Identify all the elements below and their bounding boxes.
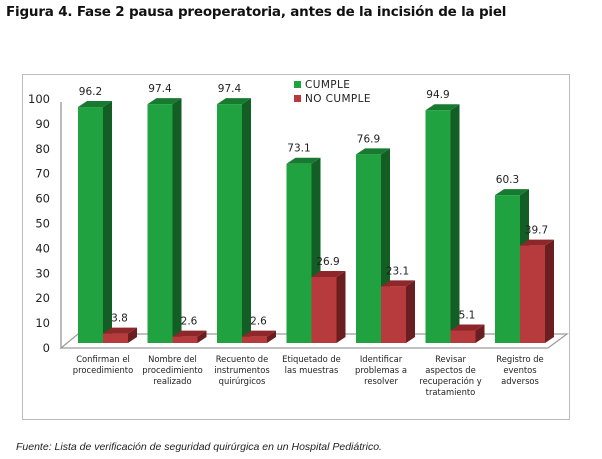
- bar-top: [147, 98, 182, 105]
- legend-label: CUMPLE: [305, 79, 350, 91]
- bar-front: [147, 104, 173, 343]
- data-label: 2.6: [250, 316, 267, 328]
- bar-side: [197, 330, 207, 343]
- bar-no-cumple: [450, 324, 485, 343]
- bar-top: [103, 327, 137, 334]
- bars-layer: [78, 98, 554, 343]
- x-tick-label: Identificar problemas a resolver: [355, 354, 407, 386]
- x-tick-label: Nombre del procedimiento realizado: [142, 354, 202, 386]
- data-label: 26.9: [316, 256, 339, 268]
- y-tick-label: 20: [35, 291, 50, 305]
- bar-top: [495, 189, 529, 196]
- data-label: 76.9: [357, 133, 380, 145]
- y-tick-label: 60: [35, 192, 50, 206]
- bar-side: [242, 98, 251, 343]
- bar-no-cumple: [172, 330, 207, 343]
- data-label: 94.9: [426, 89, 449, 101]
- bar-top: [450, 324, 485, 331]
- bar-no-cumple: [311, 271, 346, 343]
- y-tick-label: 70: [35, 167, 50, 181]
- bar-side: [103, 101, 112, 343]
- bar-front: [286, 163, 312, 343]
- data-label: 97.4: [218, 83, 242, 95]
- y-tick-label: 0: [43, 341, 50, 355]
- bar-side: [172, 98, 182, 343]
- bar-side: [128, 327, 137, 343]
- bar-no-cumple: [242, 330, 276, 343]
- bar-side: [475, 324, 485, 343]
- bar-front: [103, 333, 128, 343]
- bar-side: [545, 239, 554, 343]
- bar-front: [217, 104, 242, 343]
- labels-layer: 96.2 3.8 Confirman el procedimiento 97.4 2.6 N…: [73, 83, 548, 397]
- bar-front: [172, 336, 198, 343]
- bar-no-cumple: [520, 239, 554, 343]
- legend-swatch: [294, 81, 301, 88]
- bar-front: [242, 336, 267, 343]
- y-tick-label: 90: [35, 117, 50, 131]
- legend-item: NO CUMPLE: [294, 93, 371, 105]
- bar-side: [406, 280, 415, 343]
- data-label: 3.8: [111, 313, 128, 325]
- bar-cumple: [147, 98, 182, 343]
- bar-top: [172, 330, 207, 337]
- bar-cumple: [425, 104, 460, 343]
- bar-front: [495, 195, 520, 343]
- bar-top: [242, 330, 276, 337]
- chart-floor: [59, 333, 569, 349]
- axis-layer: 0 10 20 30 40 50 60 70 80 90 100: [28, 92, 569, 355]
- x-tick-label: Registro de eventos adversos: [496, 354, 543, 386]
- legend: CUMPLE NO CUMPLE: [294, 79, 371, 105]
- legend-swatch: [294, 95, 301, 102]
- x-tick-label: Etiquetado de las muestras: [282, 354, 341, 375]
- data-label: 73.1: [287, 143, 310, 155]
- data-label: 2.6: [181, 316, 198, 328]
- bar-side: [450, 104, 460, 343]
- data-label: 97.4: [148, 83, 172, 95]
- figure-source: Fuente: Lista de verificación de segurid…: [16, 441, 382, 453]
- legend-label: NO CUMPLE: [305, 93, 371, 105]
- bar-top: [381, 280, 415, 287]
- chart-frame: [22, 74, 570, 420]
- data-label: 96.2: [79, 86, 102, 98]
- data-label: 5.1: [459, 309, 476, 321]
- bar-front: [520, 245, 545, 343]
- y-tick-label: 40: [35, 241, 50, 255]
- bar-top: [78, 101, 112, 108]
- bar-front: [381, 286, 406, 343]
- y-tick-label: 50: [35, 217, 50, 231]
- y-tick-label: 10: [35, 316, 50, 330]
- bar-top: [217, 98, 251, 105]
- bar-top: [286, 157, 321, 164]
- data-label: 39.7: [525, 225, 548, 237]
- data-label: 60.3: [496, 174, 519, 186]
- bar-cumple: [217, 98, 251, 343]
- bar-top: [520, 239, 554, 246]
- bar-front: [425, 110, 451, 343]
- bar-cumple: [78, 101, 112, 343]
- bar-top: [311, 271, 346, 278]
- y-tick-label: 100: [28, 92, 50, 106]
- x-tick-label: Confirman el procedimiento: [73, 354, 133, 375]
- bar-no-cumple: [381, 280, 415, 343]
- data-label: 23.1: [386, 265, 409, 277]
- x-tick-label: Revisar aspectos de recuperación y tratamie…: [419, 354, 481, 397]
- y-tick-label: 30: [35, 266, 50, 280]
- bar-front: [450, 330, 476, 343]
- y-tick-label: 80: [35, 142, 50, 156]
- bar-front: [356, 154, 381, 343]
- x-tick-label: Recuento de instrumentos quirúrgicos: [214, 354, 269, 386]
- bar-top: [425, 104, 460, 111]
- bar-side: [336, 271, 346, 343]
- bar-no-cumple: [103, 327, 137, 343]
- bar-top: [356, 148, 390, 155]
- bar-front: [311, 277, 337, 343]
- figure-title: Figura 4. Fase 2 pausa preoperatoria, an…: [6, 4, 507, 20]
- bar-front: [78, 107, 103, 343]
- bar-side: [267, 330, 276, 343]
- legend-item: CUMPLE: [294, 79, 350, 91]
